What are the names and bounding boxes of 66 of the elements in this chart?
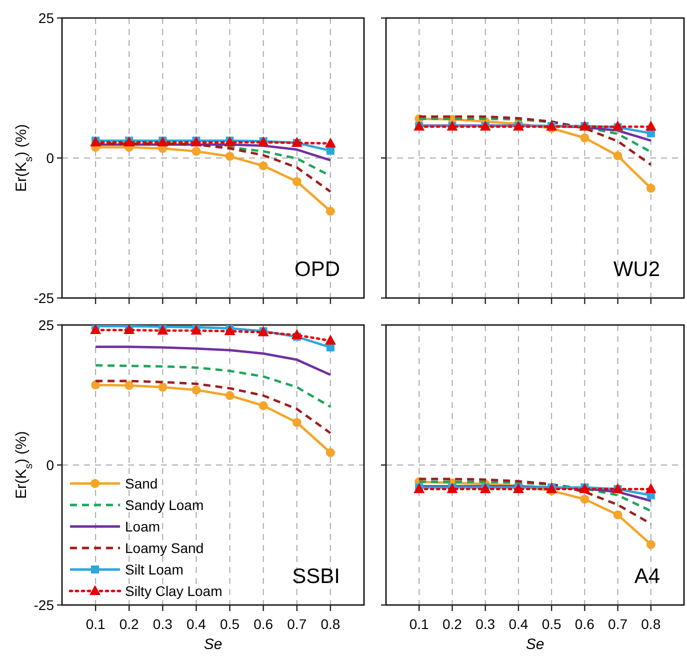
point bbox=[612, 120, 624, 131]
x-tick-label: 0.4 bbox=[186, 616, 206, 632]
x-tick-label: 0.5 bbox=[220, 616, 240, 632]
x-tick-label: 0.5 bbox=[542, 616, 562, 632]
text: A4 bbox=[634, 565, 660, 588]
x-tick-label: 0.4 bbox=[508, 616, 528, 632]
point bbox=[124, 380, 134, 390]
point bbox=[326, 448, 335, 458]
y-tick-label: -25 bbox=[34, 290, 54, 306]
y-tick-label: 25 bbox=[38, 316, 54, 333]
x-tick-label: 0.3 bbox=[152, 616, 173, 632]
point bbox=[324, 334, 336, 345]
x-tick-label: 0.6 bbox=[254, 616, 274, 632]
point bbox=[645, 120, 656, 131]
point bbox=[190, 325, 202, 335]
point bbox=[580, 133, 590, 142]
point bbox=[324, 137, 336, 148]
point bbox=[224, 325, 236, 336]
point bbox=[292, 177, 302, 186]
point bbox=[258, 401, 268, 410]
point bbox=[292, 418, 302, 427]
point bbox=[124, 325, 135, 334]
point bbox=[645, 483, 656, 494]
legend-label: Loam bbox=[125, 518, 160, 534]
line-series bbox=[94, 364, 332, 408]
point bbox=[91, 380, 100, 390]
point bbox=[192, 146, 201, 156]
point bbox=[192, 385, 201, 394]
point bbox=[580, 494, 590, 504]
legend-label: Silt Loam bbox=[125, 561, 184, 578]
x-tick-label: 0.3 bbox=[476, 616, 496, 632]
x-axis-title: Se bbox=[204, 636, 222, 653]
point bbox=[291, 329, 302, 340]
x-axis-title: Se bbox=[526, 636, 544, 653]
x-tick-label: 0.6 bbox=[574, 616, 595, 632]
point bbox=[646, 184, 656, 193]
x-tick-label: 0.7 bbox=[608, 616, 628, 632]
point bbox=[613, 151, 622, 160]
text: OPD bbox=[294, 258, 340, 281]
y-tick-label: 25 bbox=[38, 10, 54, 26]
point bbox=[613, 510, 622, 520]
x-tick-label: 0.1 bbox=[86, 616, 106, 632]
legend-label: Silty Clay Loam bbox=[125, 582, 222, 599]
point bbox=[158, 382, 168, 392]
legend-label: Sand bbox=[125, 475, 158, 492]
x-tick-label: 0.1 bbox=[409, 616, 430, 632]
point bbox=[326, 206, 335, 216]
point bbox=[225, 391, 234, 400]
x-tick-label: 0.2 bbox=[442, 616, 462, 632]
y-tick-label: 0 bbox=[46, 456, 54, 473]
text: WU2 bbox=[613, 258, 660, 281]
legend-label: Sandy Loam bbox=[125, 496, 204, 513]
point bbox=[90, 325, 102, 334]
y-tick-label: 0 bbox=[46, 150, 54, 166]
point bbox=[225, 152, 234, 161]
point bbox=[157, 325, 168, 335]
line-series bbox=[94, 346, 332, 376]
x-tick-label: 0.8 bbox=[320, 616, 340, 632]
x-tick-label: 0.7 bbox=[287, 616, 307, 632]
x-tick-label: 0.2 bbox=[119, 616, 140, 632]
text: SSBI bbox=[292, 565, 340, 588]
legend-label: Loamy Sand bbox=[125, 540, 204, 556]
x-tick-label: 0.8 bbox=[641, 616, 661, 632]
point bbox=[258, 161, 268, 170]
y-tick-label: -25 bbox=[34, 596, 54, 613]
point bbox=[646, 540, 656, 550]
